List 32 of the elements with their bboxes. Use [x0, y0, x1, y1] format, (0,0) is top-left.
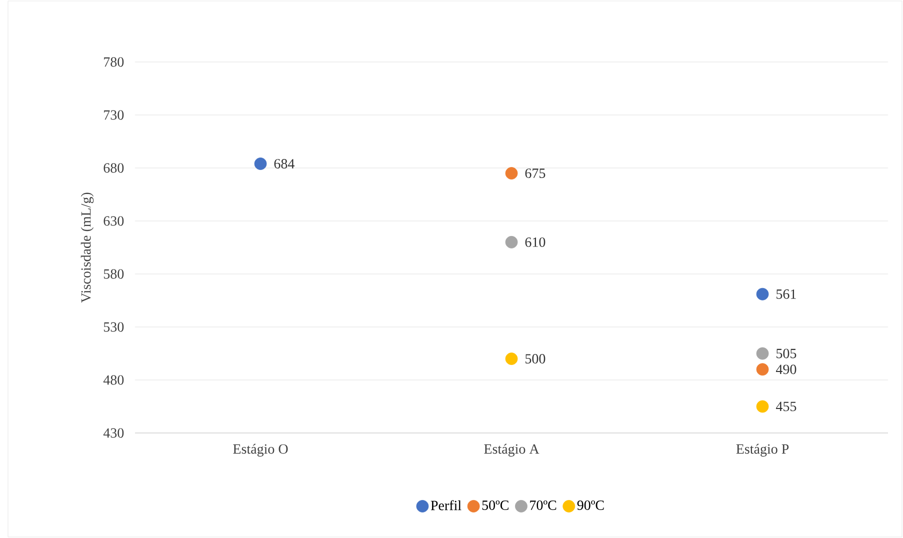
- data-label: 561: [776, 289, 796, 299]
- x-tick-label: Estágio P: [736, 444, 789, 457]
- data-label: 500: [526, 354, 546, 364]
- point: [756, 347, 769, 360]
- x-tick-label: Estágio A: [484, 444, 540, 457]
- data-label: 505: [776, 348, 796, 358]
- legend-label: Perfil: [430, 500, 462, 510]
- y-tick-label: 680: [104, 163, 124, 173]
- y-tick-label: 530: [104, 322, 124, 332]
- y-axis-title: Viscoisdade (mL/g): [80, 192, 94, 303]
- point: [505, 352, 518, 365]
- y-tick-label: 630: [104, 216, 124, 226]
- data-label: 490: [776, 364, 796, 374]
- legend-label: 50ºC: [482, 500, 508, 510]
- data-label: 610: [525, 237, 546, 247]
- legend-label: 90ºC: [577, 500, 604, 510]
- y-tick-label: 730: [104, 110, 124, 120]
- data-label: 455: [776, 402, 796, 412]
- data-label: 684: [274, 159, 294, 168]
- y-tick-label: 480: [103, 375, 124, 385]
- y-tick-label: 430: [103, 428, 124, 438]
- point: [505, 236, 518, 248]
- point: [756, 363, 769, 376]
- point: [756, 400, 769, 413]
- x-tick-label: Estágio O: [233, 444, 288, 457]
- point: [505, 167, 518, 180]
- point: [756, 288, 769, 300]
- y-tick-label: 580: [104, 269, 124, 279]
- y-tick-label: 780: [104, 57, 124, 67]
- point: [254, 158, 267, 170]
- data-label: 675: [525, 168, 546, 178]
- legend-label: 70ºC: [530, 500, 556, 510]
